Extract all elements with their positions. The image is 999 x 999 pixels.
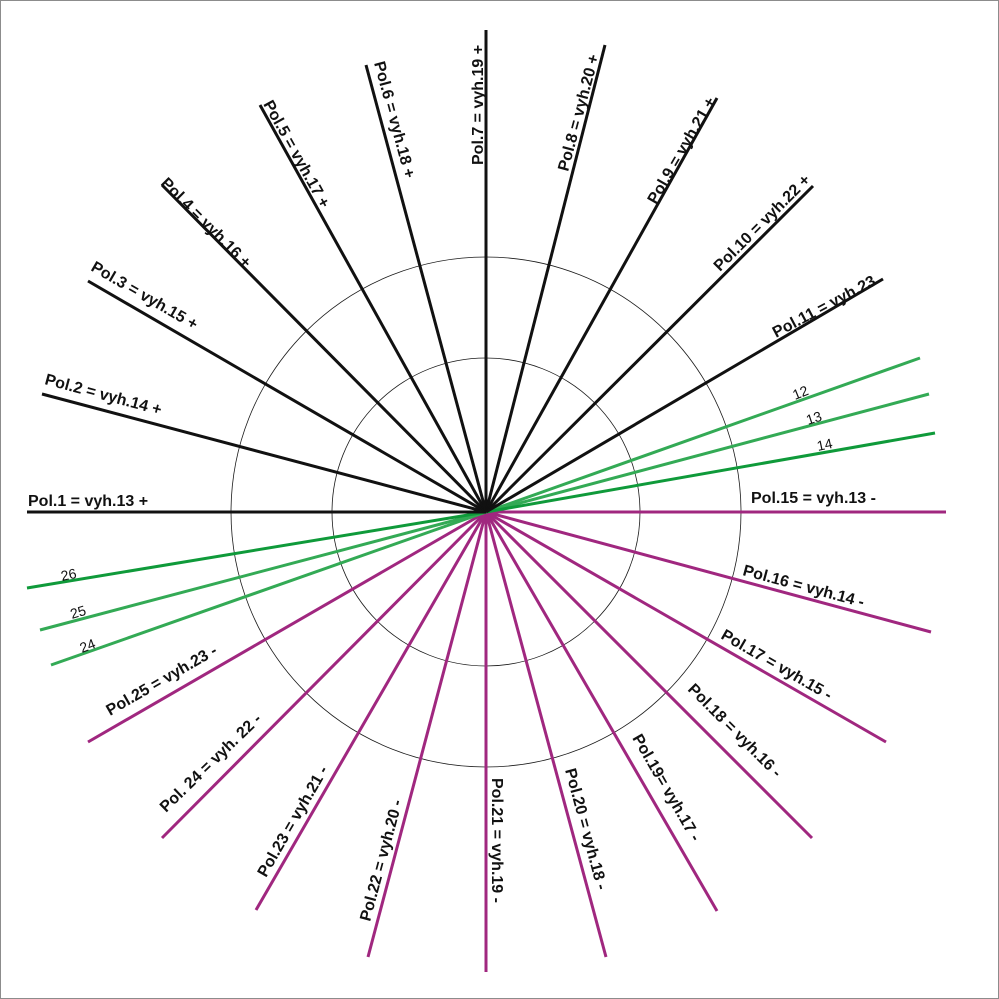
label-pol8: Pol.8 = vyh.20 + [555,53,602,173]
ray-pol25 [87,510,487,744]
label-pol18: Pol.18 = vyh.16 - [684,681,784,781]
ray-g12 [485,356,921,514]
ray-pol9 [484,97,719,513]
ray-g26 [26,510,487,590]
rays-group [26,30,946,972]
label-g12: 12 [790,382,811,403]
label-pol11: Pol.11 = vyh.23 [770,273,879,342]
ray-g13 [485,392,930,514]
label-pol17: Pol.17 = vyh.15 - [718,627,835,704]
label-pol10: Pol.10 = vyh.22 + [711,172,814,275]
labels-group: Pol.1 = vyh.13 + Pol.2 = vyh.14 + Pol.3 = … [28,45,879,923]
label-pol3: Pol.3 = vyh.15 + [88,259,200,334]
label-pol19: Pol.19= vyh.17 - [629,732,704,845]
label-pol15: Pol.15 = vyh.13 - [751,490,876,507]
ray-pol18 [484,510,814,840]
ray-pol5 [258,104,488,513]
ray-pol11 [485,277,884,514]
ray-pol20 [484,511,608,958]
label-pol7: Pol.7 = vyh.19 + [470,45,487,165]
ray-g14 [485,431,936,514]
ray-pol17 [485,510,887,744]
ray-pol8 [484,44,607,513]
ray-pol19 [484,511,719,912]
label-pol5: Pol.5 = vyh.17 + [260,98,333,211]
ray-pol16 [485,510,932,634]
label-pol6: Pol.6 = vyh.18 + [370,60,417,180]
label-g26: 26 [59,565,78,584]
ray-pol10 [484,184,815,514]
label-pol21: Pol.21 = vyh.19 - [488,778,505,903]
ray-pol4 [160,183,488,514]
label-pol4: Pol.4 = vyh.16 + [157,175,254,272]
label-pol20: Pol.20 = vyh.18 - [561,767,610,892]
ray-pol6 [364,64,488,513]
ray-pol23 [254,511,488,911]
ray-pol22 [366,511,488,958]
ray-pol2 [41,392,487,514]
label-g13: 13 [804,408,824,428]
ray-g24 [50,510,487,667]
label-pol9: Pol.9 = vyh.21 + [645,95,720,207]
label-pol23: Pol.23 = vyh.21 - [255,763,332,880]
label-pol2: Pol.2 = vyh.14 + [43,371,163,418]
ray-g25 [39,510,487,632]
label-pol1: Pol.1 = vyh.13 + [28,493,148,510]
label-pol24: Pol. 24 = vyh. 22 - [157,711,265,816]
label-g24: 24 [77,635,97,656]
label-g14: 14 [815,435,834,454]
ray-pol3 [87,279,487,514]
label-g25: 25 [68,602,88,622]
label-pol25: Pol.25 = vyh.23 - [104,642,221,719]
ray-pol24 [160,510,488,840]
